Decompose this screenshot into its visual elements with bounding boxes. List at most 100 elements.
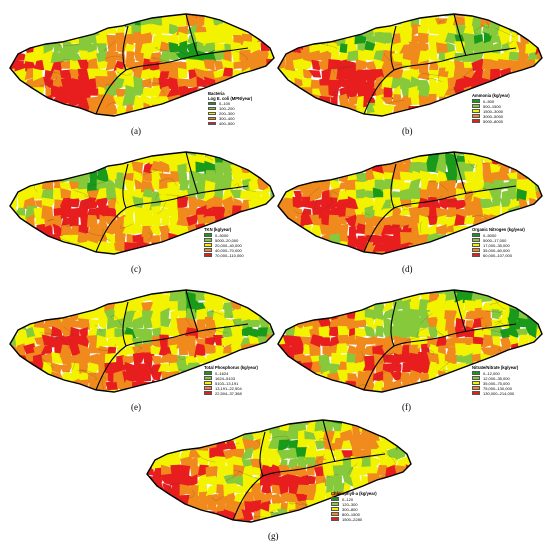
subbasin: [283, 290, 297, 305]
subbasin: [187, 510, 200, 522]
subbasin: [32, 251, 47, 254]
subbasin: [499, 14, 511, 26]
subbasin: [257, 111, 270, 116]
subbasin: [385, 517, 399, 522]
subbasin: [379, 484, 391, 493]
subbasin-boundary: [55, 336, 71, 350]
subbasin: [364, 190, 375, 199]
subbasin: [318, 290, 330, 296]
subbasin: [10, 231, 16, 247]
subbasin: [331, 381, 342, 392]
subbasin: [372, 242, 387, 254]
subbasin: [300, 232, 315, 246]
major-division-line: [390, 25, 397, 71]
subbasin: [278, 213, 285, 226]
subbasin: [186, 94, 198, 108]
subbasin: [308, 70, 322, 78]
subbasin: [501, 14, 510, 18]
subbasin-boundary: [154, 194, 161, 200]
subbasin: [408, 14, 421, 19]
subbasin: [52, 252, 65, 254]
subbasin: [15, 379, 27, 392]
subbasin: [403, 420, 411, 435]
subbasin: [428, 223, 438, 236]
subbasin: [378, 517, 392, 522]
subbasin: [535, 33, 542, 47]
subbasin: [329, 111, 342, 116]
legend-title: Organic Nitrogen (kg/year): [472, 227, 525, 232]
subbasin: [428, 69, 440, 79]
subbasin: [536, 94, 542, 108]
subbasin: [535, 215, 542, 226]
subbasin: [87, 290, 99, 295]
subbasin: [300, 59, 313, 71]
subbasin: [15, 152, 28, 157]
subbasin: [355, 14, 366, 20]
subbasin: [491, 41, 502, 55]
subbasin: [95, 250, 110, 254]
major-division-line: [122, 301, 129, 347]
subbasin: [283, 111, 297, 116]
subbasin: [257, 206, 272, 219]
subbasin: [104, 206, 120, 219]
subbasin: [375, 325, 384, 338]
subbasin: [259, 353, 272, 366]
subbasin: [397, 508, 409, 522]
subbasin: [444, 387, 459, 392]
subbasin: [356, 152, 369, 158]
subbasin: [239, 290, 254, 293]
subbasin-boundary: [330, 191, 338, 204]
subbasin: [278, 85, 288, 98]
subbasin-boundary: [38, 355, 54, 369]
subbasin: [500, 216, 512, 229]
subbasin: [59, 162, 73, 172]
subbasin: [294, 152, 303, 156]
subbasin: [525, 299, 539, 312]
subbasin: [373, 14, 387, 20]
subbasin: [497, 355, 513, 366]
subbasin: [95, 32, 108, 47]
legend-label: 40,000–70,000: [215, 247, 242, 253]
legend-swatch: [331, 517, 339, 521]
subbasin: [377, 499, 391, 514]
subbasin: [124, 44, 136, 53]
subbasin: [188, 518, 202, 522]
subbasin: [301, 290, 315, 304]
subbasin: [170, 171, 181, 185]
subbasin: [417, 290, 431, 293]
legend-row: 13,191–22,504: [204, 386, 258, 391]
subbasin: [178, 431, 191, 442]
major-division-line: [122, 25, 129, 71]
subbasin: [96, 60, 110, 70]
subbasin: [60, 24, 72, 37]
subbasin: [329, 388, 339, 392]
subbasin: [385, 501, 400, 512]
legend-title: Total Phosphorus (kg/year): [204, 365, 258, 370]
subbasin: [216, 14, 225, 19]
subbasin: [383, 87, 394, 100]
subbasin: [446, 207, 458, 218]
subbasin: [179, 251, 191, 254]
subbasin: [283, 32, 296, 45]
subbasin-boundary: [31, 157, 35, 164]
subbasin: [215, 420, 228, 426]
subbasin: [418, 32, 430, 46]
subbasin: [525, 112, 538, 116]
subbasin: [68, 93, 81, 108]
subbasin: [453, 232, 468, 246]
legend-label: 0–12,000: [483, 370, 500, 376]
legend-row: 70,000–110,000: [204, 253, 244, 258]
subbasin: [453, 309, 467, 322]
subbasin-boundary: [87, 181, 106, 187]
legend-row: 0–12,000: [472, 371, 518, 376]
subbasin: [188, 370, 198, 385]
subbasin-boundary: [299, 499, 309, 506]
subbasin: [278, 233, 288, 246]
subbasin: [95, 152, 108, 166]
subbasin: [318, 161, 333, 176]
subbasin-boundary: [353, 160, 373, 168]
subbasin: [230, 290, 245, 294]
subbasin: [196, 510, 210, 522]
subbasin: [278, 104, 287, 116]
subbasin-boundary: [147, 232, 153, 241]
